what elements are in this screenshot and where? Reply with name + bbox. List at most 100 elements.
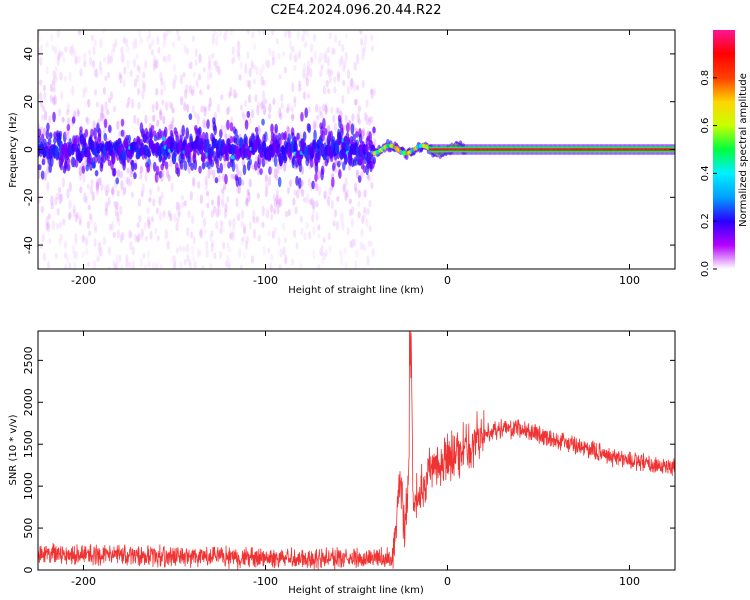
spectrogram-cell: [92, 161, 96, 169]
spectrogram-cell: [152, 198, 156, 207]
spectrogram-cell: [281, 222, 286, 231]
spectrogram-cell: [97, 154, 101, 164]
spectrogram-cell: [39, 56, 43, 66]
spectrogram-cell: [139, 165, 144, 174]
spectrogram-cell: [305, 30, 309, 38]
spectrogram-cell: [340, 55, 344, 66]
spectrogram-cell: [133, 162, 138, 171]
spectrogram-cell: [328, 187, 332, 196]
spectrogram-cell: [266, 209, 270, 219]
spectrogram-cell: [580, 148, 583, 151]
spectrogram-cell: [58, 221, 63, 228]
spectrogram-cell: [349, 78, 353, 87]
spectrogram-cell: [364, 144, 369, 154]
spectrogram-cell: [71, 244, 75, 254]
spectrogram-cell: [219, 128, 223, 139]
spectrogram-cell: [346, 85, 351, 95]
y-tick-label: 1000: [22, 472, 35, 500]
y-tick-label: 1500: [22, 430, 35, 458]
spectrogram-cell: [508, 148, 510, 151]
spectrogram-cell: [104, 207, 108, 216]
spectrogram-cell: [344, 153, 348, 164]
spectrogram-cell: [293, 95, 297, 103]
spectrogram-cell: [571, 148, 574, 151]
spectrogram-cell: [212, 169, 216, 180]
spectrogram-cell: [213, 252, 217, 259]
spectrogram-cell: [554, 148, 556, 151]
spectrogram-cell: [582, 148, 584, 151]
spectrogram-cell: [183, 200, 187, 207]
spectrogram-cell: [290, 105, 294, 113]
spectrogram-cell: [156, 185, 160, 192]
spectrogram-cell: [84, 128, 89, 138]
spectrogram-cell: [239, 264, 243, 269]
spectrogram-cell: [131, 265, 136, 269]
spectrogram-cell: [248, 178, 252, 188]
spectrogram-cell: [74, 214, 78, 223]
spectrogram-cell: [209, 262, 213, 269]
spectrogram-cell: [182, 246, 186, 253]
spectrogram-cell: [256, 192, 260, 200]
spectrogram-cell: [321, 258, 325, 265]
spectrogram-cell: [66, 109, 70, 116]
spectrogram-cell: [322, 52, 326, 60]
spectrogram-cell: [537, 148, 540, 151]
spectrogram-cell: [105, 201, 110, 208]
spectrogram-cell: [283, 237, 288, 244]
spectrogram-cell: [352, 133, 356, 142]
spectrogram-cell: [206, 71, 211, 81]
spectrogram-cell: [642, 148, 644, 151]
spectrogram-cell: [68, 211, 72, 219]
spectrogram-cell: [600, 148, 602, 151]
spectrogram-cell: [187, 164, 191, 174]
spectrogram-cell: [215, 207, 220, 218]
spectrogram-cell: [176, 167, 181, 177]
spectrogram-cell: [144, 235, 148, 242]
spectrogram-cell: [633, 148, 635, 151]
spectrogram-cell: [360, 38, 364, 46]
spectrogram-cell: [149, 129, 154, 139]
spectrogram-cell: [231, 160, 236, 173]
spectrogram-cell: [136, 222, 140, 228]
spectrogram-cell: [619, 148, 621, 151]
spectrogram-cell: [303, 232, 307, 241]
spectrogram-cell: [118, 71, 122, 80]
spectrogram-cell: [90, 128, 94, 138]
spectrogram-cell: [261, 63, 265, 73]
spectrogram-cell: [643, 148, 645, 151]
spectrogram-cell: [238, 170, 243, 178]
spectrogram-cell: [317, 263, 321, 269]
spectrogram-cell: [372, 126, 376, 134]
spectrogram-cell: [162, 210, 166, 218]
spectrogram-cell: [245, 235, 250, 245]
spectrogram-cell: [148, 42, 152, 50]
spectrogram-cell: [266, 59, 270, 69]
spectrogram-cell: [653, 148, 656, 151]
spectrogram-cell: [286, 107, 290, 114]
spectrogram-cell: [321, 130, 325, 142]
spectrogram-cell: [187, 259, 192, 266]
spectrogram-cell: [140, 190, 144, 198]
spectrogram-cell: [327, 68, 331, 78]
spectrogram-cell: [106, 71, 111, 79]
spectrogram-cell: [190, 162, 194, 171]
spectrogram-cell: [261, 99, 265, 109]
spectrogram-cells: [38, 30, 675, 269]
spectrogram-cell: [175, 222, 179, 232]
spectrogram-cell: [536, 148, 538, 151]
spectrogram-cell: [237, 52, 241, 61]
spectrogram-cell: [186, 47, 190, 56]
spectrogram-cell: [368, 131, 372, 143]
spectrogram-cell: [130, 191, 134, 198]
spectrogram-cell: [243, 99, 248, 107]
spectrogram-cell: [354, 187, 358, 194]
spectrogram-cell: [279, 112, 283, 120]
spectrogram-cell: [360, 228, 364, 238]
spectrogram-cell: [466, 148, 468, 151]
snr-plot-area: [38, 331, 675, 570]
spectrogram-cell: [257, 234, 261, 242]
spectrogram-cell: [144, 59, 148, 69]
spectrogram-cell: [71, 116, 76, 124]
spectrogram-cell: [176, 216, 180, 224]
spectrogram-cell: [330, 106, 334, 114]
